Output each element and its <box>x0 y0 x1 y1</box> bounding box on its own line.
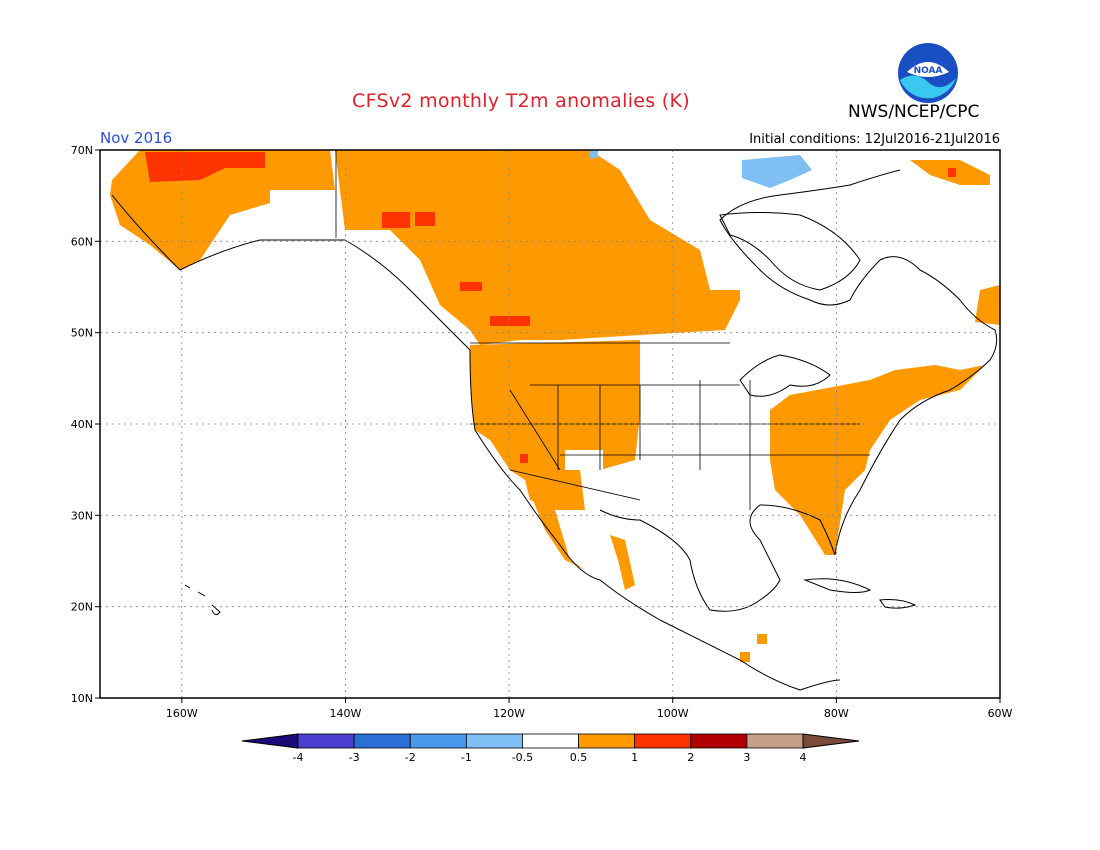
lon-label: 120W <box>493 707 525 720</box>
lat-label: 20N <box>71 601 93 614</box>
anomaly-region-labrador <box>975 285 1000 325</box>
anomaly-hole-nm <box>565 450 603 470</box>
legend-label: -4 <box>293 751 304 764</box>
anomaly-cold-north <box>590 150 598 158</box>
legend-swatch <box>634 733 692 749</box>
anomaly-region-central-america <box>757 634 767 644</box>
legend-label: -1 <box>461 751 472 764</box>
legend-arrow-low <box>241 733 299 749</box>
anomaly-region-canada-west <box>335 150 740 345</box>
lon-label: 140W <box>330 707 362 720</box>
coastline-gulf <box>599 504 836 612</box>
forecast-month: Nov 2016 <box>100 129 173 147</box>
anomaly-fill-layer <box>110 150 1000 662</box>
agency-label: NWS/NCEP/CPC <box>848 102 980 122</box>
anomaly-region-us-west <box>470 340 640 510</box>
map-gridlines <box>100 150 1000 698</box>
legend-label: 4 <box>800 751 807 764</box>
anomaly-hole-yukon <box>270 190 340 215</box>
lat-label: 10N <box>71 692 93 705</box>
legend-swatch <box>409 733 467 749</box>
lon-label: 80W <box>824 707 849 720</box>
coastline-hispaniola <box>879 599 917 609</box>
legend-swatch <box>522 733 579 749</box>
anomaly-strong-bc-1 <box>460 282 482 291</box>
anomaly-cold-layer <box>590 150 812 188</box>
legend-label: -3 <box>349 751 360 764</box>
anomaly-strong-nv <box>520 454 528 463</box>
legend-swatch <box>353 733 411 749</box>
coastline-greatlakes <box>739 354 831 397</box>
legend-arrow-high <box>802 733 860 749</box>
anomaly-region-mexico-west <box>610 535 635 590</box>
anomaly-region-guatemala <box>740 652 750 662</box>
noaa-logo: NOAA <box>898 43 958 103</box>
lon-label: 60W <box>988 707 1013 720</box>
legend-swatch <box>690 733 748 749</box>
legend-swatch <box>578 733 636 749</box>
coastline-east <box>719 169 998 556</box>
lat-label: 40N <box>71 418 93 431</box>
legend-label: 0.5 <box>570 751 588 764</box>
coastlines <box>111 169 998 691</box>
border-us-mexico <box>509 469 641 501</box>
anomaly-strong-baffin <box>948 168 956 177</box>
anomaly-strong-alaska-north <box>145 152 265 182</box>
svg-text:NOAA: NOAA <box>914 66 943 76</box>
lat-label: 70N <box>71 144 93 157</box>
legend-swatch <box>465 733 523 749</box>
initial-conditions: Initial conditions: 12Jul2016-21Jul2016 <box>749 132 1000 147</box>
anomaly-strong-yukon <box>382 212 410 228</box>
lat-label: 60N <box>71 235 93 248</box>
state-borders <box>335 150 870 510</box>
lat-label: 30N <box>71 509 93 522</box>
coastline-cuba <box>803 578 872 593</box>
legend-swatch <box>746 733 804 749</box>
axis-labels: 160W 140W 120W 100W 80W 60W 70N 60N 50N 40N 30N 20N… <box>71 144 1013 720</box>
coastline-hudson <box>719 212 861 291</box>
anomaly-region-baja <box>525 480 585 570</box>
coastline-west <box>111 194 841 691</box>
border-ca-nv <box>509 389 561 471</box>
legend-swatch <box>297 733 355 749</box>
lat-label: 50N <box>71 327 93 340</box>
coastline-hawaii <box>184 584 221 616</box>
legend-label: 2 <box>687 751 694 764</box>
anomaly-strong-yukon-2 <box>415 212 435 226</box>
anomaly-strong-layer <box>145 152 956 463</box>
map-title: CFSv2 monthly T2m anomalies (K) <box>352 90 690 112</box>
lon-label: 160W <box>166 707 198 720</box>
color-legend: -4 -3 -2 -1 -0.5 0.5 1 2 3 4 <box>241 733 860 764</box>
lon-label: 100W <box>657 707 689 720</box>
anomaly-region-us-east <box>770 365 985 555</box>
legend-label: -2 <box>405 751 416 764</box>
anomaly-strong-bc-2 <box>490 316 530 326</box>
anomaly-cold-hudson <box>742 155 812 188</box>
legend-label: 3 <box>743 751 750 764</box>
legend-label: -0.5 <box>512 751 533 764</box>
legend-label: 1 <box>631 751 638 764</box>
